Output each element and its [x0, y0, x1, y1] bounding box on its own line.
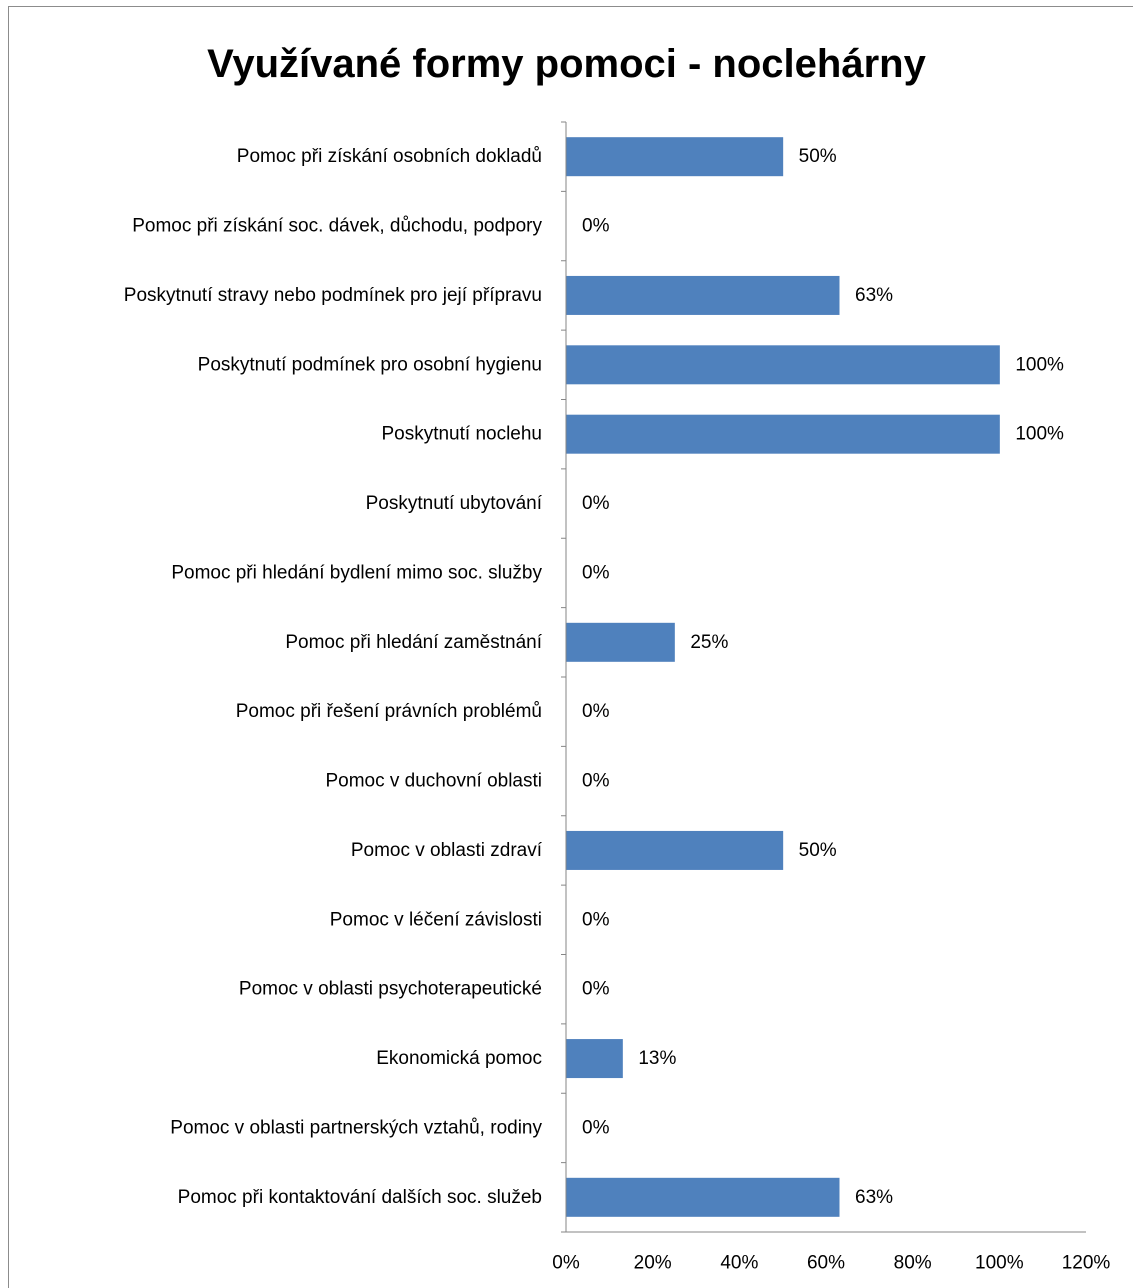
x-tick-label: 100% [975, 1253, 1024, 1274]
chart-title: Využívané formy pomoci - noclehárny [207, 42, 926, 86]
data-label: 0% [582, 1117, 610, 1138]
data-label: 0% [582, 771, 610, 792]
category-label: Pomoc v oblasti psychoterapeutické [239, 979, 542, 1000]
data-label: 63% [855, 1187, 893, 1208]
data-label: 0% [582, 216, 610, 237]
bar [566, 275, 840, 315]
x-tick-label: 20% [634, 1253, 672, 1274]
data-label: 0% [582, 979, 610, 1000]
bar [566, 622, 675, 662]
data-label: 0% [582, 909, 610, 930]
category-label: Pomoc při kontaktování dalších soc. služ… [178, 1187, 542, 1208]
category-label: Poskytnutí podmínek pro osobní hygienu [198, 354, 542, 375]
category-label: Pomoc v duchovní oblasti [325, 771, 542, 792]
category-label: Pomoc při řešení právních problémů [236, 701, 542, 722]
data-label: 0% [582, 562, 610, 583]
bar [566, 414, 1000, 454]
bar [566, 830, 784, 870]
category-label: Poskytnutí ubytování [366, 493, 543, 514]
data-label: 50% [799, 146, 837, 167]
category-label: Pomoc při hledání bydlení mimo soc. služ… [171, 562, 542, 583]
category-label: Pomoc při získání soc. dávek, důchodu, p… [132, 216, 542, 237]
x-tick-label: 0% [552, 1253, 580, 1274]
data-label: 100% [1015, 424, 1064, 445]
x-tick-label: 60% [807, 1253, 845, 1274]
data-label: 100% [1015, 354, 1064, 375]
data-label: 0% [582, 493, 610, 514]
bar [566, 345, 1000, 385]
category-label: Poskytnutí noclehu [381, 424, 542, 445]
x-tick-label: 120% [1062, 1253, 1111, 1274]
data-label: 50% [799, 840, 837, 861]
category-label: Pomoc v léčení závislosti [330, 909, 542, 930]
category-label: Pomoc při získání osobních dokladů [237, 146, 542, 167]
data-label: 13% [638, 1048, 676, 1069]
bar [566, 1039, 623, 1079]
x-tick-label: 80% [894, 1253, 932, 1274]
category-label: Pomoc v oblasti zdraví [351, 840, 543, 861]
data-label: 25% [690, 632, 728, 653]
x-tick-label: 40% [720, 1253, 758, 1274]
category-label: Ekonomická pomoc [376, 1048, 542, 1069]
category-label: Poskytnutí stravy nebo podmínek pro její… [124, 285, 542, 306]
category-label: Pomoc v oblasti partnerských vztahů, rod… [170, 1117, 542, 1138]
bar [566, 1177, 840, 1217]
category-label: Pomoc při hledání zaměstnání [285, 632, 542, 653]
bar [566, 137, 784, 177]
data-label: 0% [582, 701, 610, 722]
data-label: 63% [855, 285, 893, 306]
